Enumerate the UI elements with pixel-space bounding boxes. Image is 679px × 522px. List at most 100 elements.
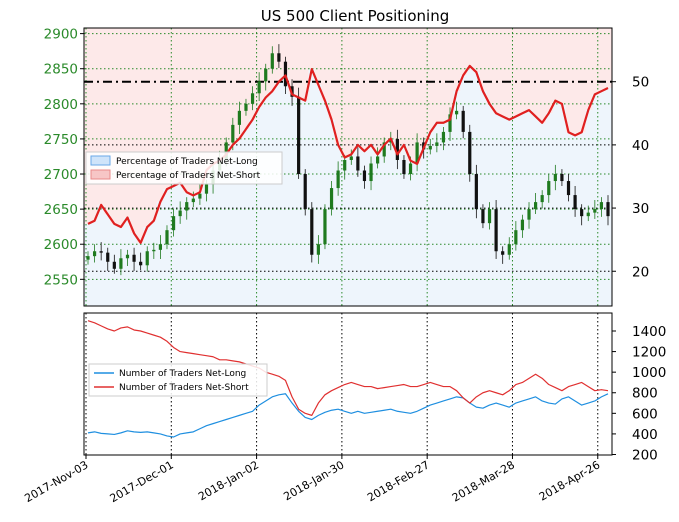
candle-body (369, 163, 373, 182)
net-short-area (579, 28, 586, 133)
candle-body (448, 114, 452, 132)
net-short-area (486, 28, 494, 104)
net-long-area (387, 138, 395, 306)
legend-top: Percentage of Traders Net-Long Percentag… (85, 151, 283, 185)
net-long-area (486, 103, 494, 307)
net-long-area (499, 116, 507, 306)
top-panel-axes: 2550 2600 2650 2700 2750 2800 2850 2900 20 30 40 50 (44, 27, 649, 307)
candle-body (501, 251, 505, 255)
candle-body (494, 209, 498, 252)
candle-body (99, 251, 103, 253)
price-tick-label: 2700 (44, 167, 78, 183)
candle-body (125, 254, 130, 259)
net-short-area (427, 28, 435, 133)
top-panel-grid (84, 28, 612, 306)
net-short-area (150, 28, 157, 221)
candle-body (119, 258, 123, 269)
candle-body (461, 110, 465, 132)
net-short-area (123, 28, 131, 218)
net-long-area (97, 204, 105, 306)
net-short-area (97, 28, 105, 205)
net-short-area (381, 28, 388, 145)
net-short-area (499, 28, 507, 117)
count-tick-label: 1000 (632, 365, 666, 381)
candle-body (323, 209, 327, 245)
candle-body (408, 163, 413, 175)
net-short-area (282, 28, 289, 76)
candle-body (566, 181, 571, 196)
candle-body (481, 209, 485, 224)
net-long-area (216, 160, 223, 306)
net-short-area (532, 28, 540, 117)
candle-body (250, 93, 255, 104)
net-short-area (176, 28, 184, 183)
legend-swatch-net-long (90, 155, 111, 166)
net-short-area (222, 28, 230, 155)
net-short-area (420, 28, 428, 149)
net-short-area (136, 28, 144, 243)
legend-label-net-long: Percentage of Traders Net-Long (116, 157, 258, 167)
price-candles (86, 44, 610, 276)
candle-body (198, 193, 202, 199)
net-long-area (196, 192, 204, 306)
net-long-area (414, 163, 421, 306)
net-short-area (295, 28, 303, 98)
net-short-area (387, 28, 395, 139)
net-short-area (84, 28, 91, 224)
net-long-area (242, 129, 250, 306)
net-long-percent-polyline (87, 64, 609, 244)
candle-body (264, 68, 268, 82)
candle-body (224, 142, 228, 160)
net-short-area (519, 28, 527, 114)
x-tick-label: 2018-Apr-26 (537, 458, 602, 503)
net-long-area (268, 91, 276, 306)
candle-body (395, 138, 399, 160)
count-tick-label: 200 (632, 447, 658, 463)
candle-body (171, 216, 176, 231)
candle-body (106, 252, 110, 262)
candle-body (316, 244, 320, 255)
net-short-area (453, 28, 461, 92)
candle-body (139, 261, 143, 266)
price-tick-label: 2750 (44, 132, 78, 148)
net-long-area (447, 119, 454, 306)
net-long-area (453, 91, 461, 306)
net-long-area (460, 75, 468, 307)
net-short-area (592, 28, 600, 95)
candle-body (593, 209, 597, 213)
net-short-area (209, 28, 217, 164)
net-short-area (361, 28, 369, 152)
net-long-area (169, 185, 177, 306)
net-long-area (381, 144, 388, 306)
net-long-area (400, 144, 408, 306)
net-short-area (334, 28, 342, 145)
net-short-area (262, 28, 270, 98)
candle-body (540, 195, 544, 203)
candle-body (152, 249, 156, 252)
candle-body (533, 202, 538, 210)
x-tick-label: 2017-Dec-01 (108, 458, 176, 505)
net-short-area (605, 28, 613, 89)
net-short-area (513, 28, 520, 117)
net-short-area (526, 28, 534, 111)
price-tick-label: 2600 (44, 237, 78, 253)
candle-body (560, 174, 564, 182)
net-short-area (460, 28, 468, 76)
net-long-area (136, 242, 144, 306)
net-short-area (565, 28, 573, 133)
net-short-area (202, 28, 210, 171)
series-line (87, 320, 609, 416)
net-short-area (572, 28, 580, 136)
legend-label-count-short: Number of Traders Net-Short (119, 383, 249, 393)
price-tick-label: 2900 (44, 27, 78, 43)
candle-body (336, 170, 340, 189)
net-short-area (196, 28, 204, 193)
net-long-area (229, 144, 237, 306)
net-long-area (427, 132, 435, 306)
candle-body (145, 251, 149, 266)
candle-body (356, 156, 360, 171)
net-short-area (447, 28, 454, 120)
net-long-area (559, 103, 567, 307)
net-long-area (249, 119, 256, 306)
candle-body (158, 244, 163, 250)
